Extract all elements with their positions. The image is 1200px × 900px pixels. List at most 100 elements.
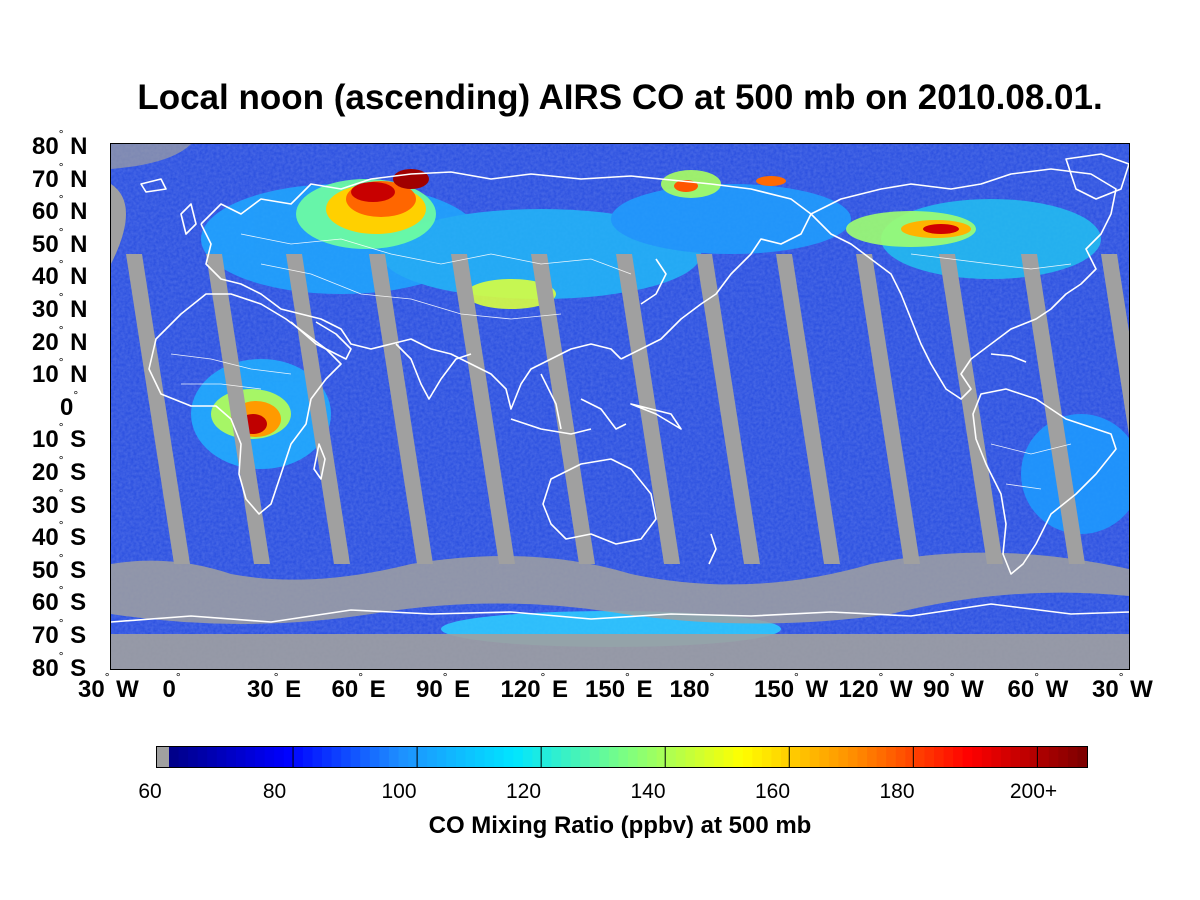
colorbar-swatch (1039, 747, 1050, 767)
lat-label: 80° S (32, 648, 87, 682)
colorbar-swatch (207, 747, 218, 767)
colorbar-swatch (733, 747, 744, 767)
colorbar-swatch (637, 747, 648, 767)
colorbar-swatch (867, 747, 878, 767)
colorbar-missing-swatch (157, 747, 169, 767)
colorbar-swatch (484, 747, 495, 767)
lon-label: 60° W (1007, 670, 1069, 703)
lon-label: 180° (669, 670, 715, 703)
colorbar-swatch (991, 747, 1002, 767)
colorbar-swatch (369, 747, 380, 767)
lon-label: 30° W (78, 670, 139, 703)
colorbar-swatch (809, 747, 820, 767)
colorbar-swatch (943, 747, 954, 767)
colorbar-swatch (226, 747, 237, 767)
colorbar-swatch (608, 747, 620, 767)
colorbar-swatch (694, 747, 706, 767)
colorbar-swatch (847, 747, 859, 767)
colorbar-swatch (589, 747, 600, 767)
colorbar-swatch (580, 747, 591, 767)
lat-label: 50° S (32, 550, 87, 584)
lat-label: 20° N (32, 322, 88, 356)
lon-label: 60° E (331, 670, 386, 703)
swath-gap (776, 254, 840, 564)
colorbar-swatch (522, 747, 533, 767)
swath-gap (451, 254, 515, 564)
colorbar-swatch (656, 747, 667, 767)
colorbar-swatch (312, 747, 323, 767)
colorbar-swatch (1020, 747, 1031, 767)
colorbar-swatch (264, 747, 275, 767)
colorbar-swatch (905, 747, 916, 767)
swath-gap (531, 254, 595, 564)
missing-data-polar (111, 144, 1129, 669)
colorbar-swatch (188, 747, 199, 767)
colorbar-swatch (427, 747, 438, 767)
colorbar-swatch (465, 747, 476, 767)
colorbar-swatch (771, 747, 782, 767)
colorbar-swatch (962, 747, 973, 767)
colorbar-swatch (790, 747, 801, 767)
colorbar-swatch (475, 747, 486, 767)
swath-gap (1101, 254, 1129, 435)
lat-label: 10° S (32, 420, 87, 454)
colorbar-swatch (169, 747, 180, 767)
colorbar-tick-label: 80 (262, 780, 287, 803)
colorbar-swatch (752, 747, 763, 767)
colorbar-swatch (857, 747, 868, 767)
colorbar-swatch (647, 747, 658, 767)
colorbar-swatch (532, 747, 543, 767)
colorbar-swatch (704, 747, 715, 767)
colorbar-swatch (675, 747, 686, 767)
lon-label: 150° E (585, 670, 653, 703)
swath-gap (206, 254, 270, 564)
colorbar-swatch (245, 747, 256, 767)
colorbar-swatch (1058, 747, 1069, 767)
colorbar-swatch (685, 747, 696, 767)
colorbar-swatch (1067, 747, 1079, 767)
lat-label: 40° S (32, 518, 87, 552)
colorbar-swatch (742, 747, 753, 767)
colorbar-swatch (417, 747, 428, 767)
colorbar-swatch (436, 747, 447, 767)
colorbar-swatch (293, 747, 304, 767)
colorbar-swatch (1077, 747, 1087, 767)
colorbar-swatch (934, 747, 945, 767)
lat-label: 60° N (32, 192, 88, 226)
lon-label: 150° W (754, 670, 829, 703)
colorbar-swatch (981, 747, 992, 767)
colorbar-swatch (972, 747, 983, 767)
colorbar-swatch (388, 747, 400, 767)
colorbar-swatch (494, 747, 505, 767)
colorbar-tick-label: 100 (381, 780, 417, 803)
colorbar-swatch (838, 747, 849, 767)
colorbar-swatch (216, 747, 227, 767)
colorbar (156, 746, 1088, 768)
swath-gap (856, 254, 920, 564)
colorbar-swatch (1029, 747, 1040, 767)
lat-label: 20° S (32, 453, 87, 486)
colorbar-swatch (714, 747, 725, 767)
lat-label: 80° N (32, 127, 88, 160)
colorbar-swatch (360, 747, 371, 767)
lat-label: 70° N (32, 159, 88, 193)
lat-label: 10° N (32, 355, 88, 389)
lon-label: 90° W (923, 670, 984, 703)
colorbar-swatch (876, 747, 887, 767)
colorbar-swatch (322, 747, 333, 767)
lat-label: 0° (60, 387, 79, 421)
colorbar-swatch (541, 747, 553, 767)
colorbar-swatch (819, 747, 830, 767)
swath-gap (1021, 254, 1085, 564)
colorbar-tick-label: 180 (879, 780, 915, 803)
lat-label: 70° S (32, 616, 87, 649)
lon-label: 120° E (500, 670, 569, 703)
colorbar-swatch (570, 747, 581, 767)
colorbar-swatch (1010, 747, 1021, 767)
swath-gap (126, 254, 190, 564)
colorbar-swatch (398, 747, 409, 767)
colorbar-tick-label: 140 (630, 780, 666, 803)
colorbar-swatch (341, 747, 352, 767)
colorbar-swatch (723, 747, 734, 767)
lon-label: 120° W (838, 670, 913, 703)
